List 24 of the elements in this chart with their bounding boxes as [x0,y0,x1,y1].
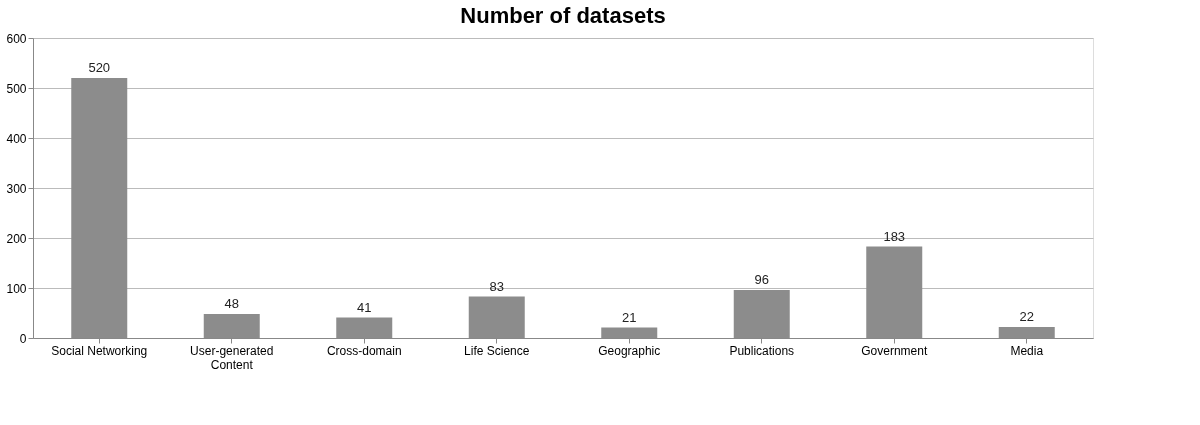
y-tick-label: 400 [6,131,27,146]
x-tick-label: Media [1010,343,1044,358]
data-label: 48 [224,296,239,311]
x-tick-label: Geographic [598,343,661,358]
y-tick-label: 500 [6,81,27,96]
y-tick-label: 200 [6,231,27,246]
data-label: 183 [883,228,906,244]
x-tick-label: Cross-domain [326,343,402,358]
data-label: 520 [88,60,111,75]
x-tick-label: Life Science [464,343,530,358]
data-label: 41 [357,299,372,315]
x-tick-label: Government [861,343,928,358]
data-label: 96 [754,272,769,287]
data-label: 83 [489,278,504,294]
chart-title: Number of datasets [460,3,666,28]
y-tick-label: 0 [19,331,27,346]
data-label: 22 [1019,309,1034,324]
y-tick-label: 300 [6,181,27,196]
x-tick-label: Publications [729,343,795,358]
y-tick-label: 600 [6,31,27,46]
y-tick-label: 100 [6,281,27,296]
x-tick-label: Social Networking [51,343,148,358]
data-label: 21 [622,309,637,325]
x-tick-label: User-generated Content [190,343,274,372]
